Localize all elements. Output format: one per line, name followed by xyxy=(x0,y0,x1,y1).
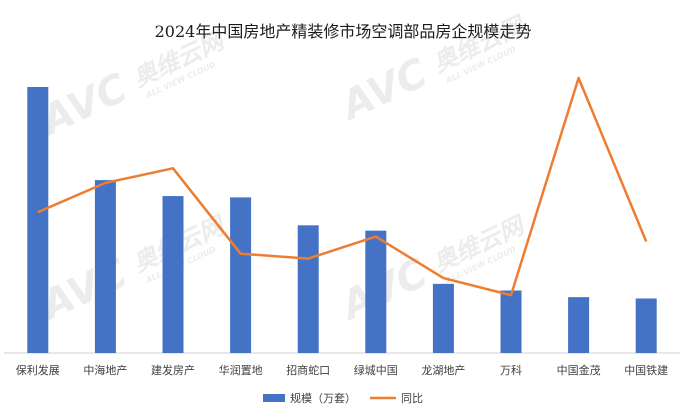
bar-4 xyxy=(230,197,252,353)
bar-1 xyxy=(27,87,49,353)
bar-3 xyxy=(162,196,184,353)
bar-7 xyxy=(432,283,454,353)
x-tick-label: 保利发展 xyxy=(16,363,60,377)
x-tick-label: 中国铁建 xyxy=(624,363,668,377)
x-tick-label: 建发房产 xyxy=(151,363,195,377)
x-tick-label: 万科 xyxy=(500,363,522,377)
chart-title: 2024年中国房地产精装修市场空调部品房企规模走势 xyxy=(154,22,532,41)
x-tick-label: 龙湖地产 xyxy=(421,363,465,377)
legend-bar-swatch xyxy=(263,394,285,402)
x-tick-label: 招商蛇口 xyxy=(286,363,330,377)
x-tick-label: 华润置地 xyxy=(219,363,263,377)
bar-6 xyxy=(365,230,387,353)
svg-text:AVC: AVC xyxy=(332,50,434,130)
bar-5 xyxy=(297,225,319,353)
bar-8 xyxy=(500,290,522,353)
yoy-line xyxy=(37,76,648,297)
bar-10 xyxy=(635,298,657,353)
legend-line-label: 同比 xyxy=(401,392,423,405)
x-tick-label: 中海地产 xyxy=(83,363,127,377)
bar-2 xyxy=(94,180,116,353)
legend-bar-label: 规模（万套） xyxy=(290,391,356,405)
x-tick-label: 绿城中国 xyxy=(354,363,398,377)
x-tick-label: 中国金茂 xyxy=(557,363,601,377)
bar-9 xyxy=(568,297,590,353)
